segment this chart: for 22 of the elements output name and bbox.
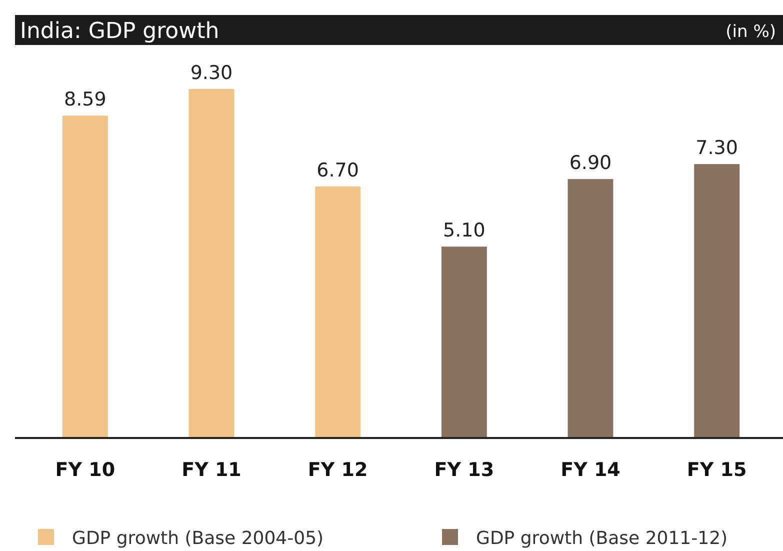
x-tick-label: FY 10 — [55, 459, 116, 481]
x-tick-label: FY 12 — [308, 459, 368, 481]
data-label: 9.30 — [190, 62, 233, 84]
chart-title: India: GDP growth — [20, 19, 220, 44]
bar — [62, 116, 108, 438]
bar — [568, 179, 614, 438]
x-tick-label: FY 14 — [560, 459, 620, 481]
bar — [441, 246, 487, 438]
data-label: 6.70 — [316, 160, 359, 182]
chart-subtitle: (in %) — [726, 22, 776, 42]
x-tick-label: FY 13 — [434, 459, 494, 481]
bar — [315, 186, 361, 438]
data-label: 7.30 — [696, 137, 738, 160]
x-tick-label: FY 15 — [686, 459, 747, 481]
data-label: 5.10 — [443, 220, 486, 242]
bar — [694, 164, 740, 438]
legend-label: GDP growth (Base 2004-05) — [72, 528, 324, 549]
data-label: 6.90 — [569, 152, 612, 174]
bar — [188, 89, 234, 438]
data-label: 8.59 — [64, 88, 106, 111]
x-tick-label: FY 11 — [182, 459, 242, 481]
legend-label: GDP growth (Base 2011-12) — [476, 528, 728, 549]
